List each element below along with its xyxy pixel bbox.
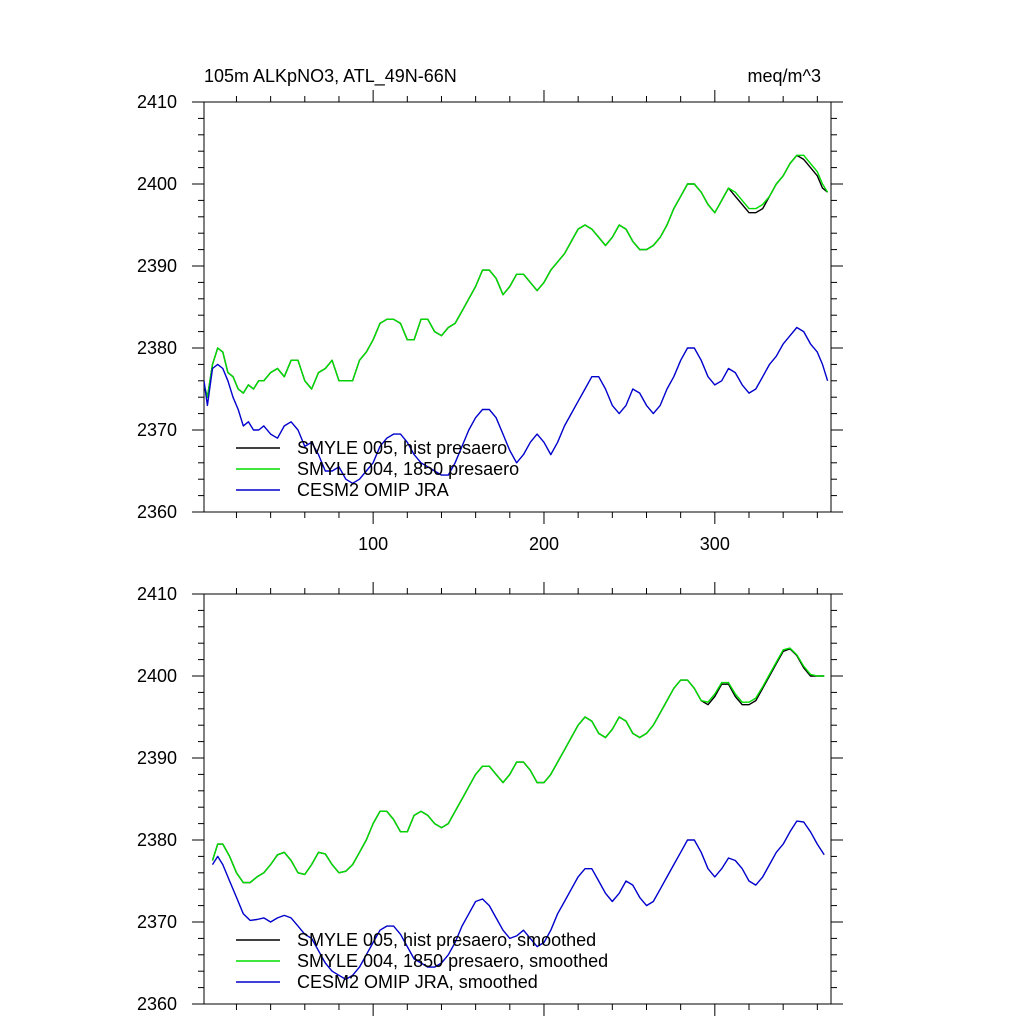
panel-top: 105m ALKpNO3, ATL_49N-66N meq/m^3 100 200… [137, 66, 843, 554]
panel-title-left: 105m ALKpNO3, ATL_49N-66N [204, 66, 457, 87]
series-line [204, 154, 829, 398]
plot-area-border [203, 593, 832, 1005]
y-tick-label: 2380 [137, 830, 177, 850]
panel-bottom: 2360 2370 2380 2390 2400 2410 SMYLE 005, hist… [137, 582, 843, 1016]
plot-frame: 100 200 300 2360 2370 2380 2390 2400 2410 [137, 90, 843, 554]
series-line [211, 820, 825, 981]
legend-label: CESM2 OMIP JRA, smoothed [297, 972, 538, 992]
legend-label: SMYLE 005, hist presaero, smoothed [297, 930, 596, 950]
series-lines [211, 647, 825, 981]
y-tick-label: 2400 [137, 174, 177, 194]
legend-label: SMYLE 005, hist presaero [297, 438, 507, 458]
y-tick-label: 2410 [137, 92, 177, 112]
series-line [204, 326, 829, 484]
y-tick-label: 2390 [137, 256, 177, 276]
legend-label: CESM2 OMIP JRA [297, 480, 449, 500]
series-line [211, 648, 825, 884]
y-tick-label: 2400 [137, 666, 177, 686]
x-tick-label: 200 [529, 534, 559, 554]
legend-label: SMYLE 004, 1850 presaero [297, 459, 519, 479]
y-tick-label: 2360 [137, 502, 177, 522]
x-tick-label: 300 [700, 534, 730, 554]
y-tick-label: 2410 [137, 584, 177, 604]
plot-frame: 2360 2370 2380 2390 2400 2410 [137, 582, 843, 1016]
plot-area-border [203, 101, 832, 513]
legend-label: SMYLE 004, 1850 presaero, smoothed [297, 951, 608, 971]
series-line [211, 647, 825, 884]
y-tick-label: 2390 [137, 748, 177, 768]
panel-title-right: meq/m^3 [748, 66, 821, 86]
legend: SMYLE 005, hist presaero, smoothedSMYLE … [236, 930, 608, 992]
y-tick-label: 2370 [137, 912, 177, 932]
series-lines [204, 154, 829, 484]
x-tick-label: 100 [358, 534, 388, 554]
y-tick-label: 2380 [137, 338, 177, 358]
y-tick-label: 2370 [137, 420, 177, 440]
y-tick-label: 2360 [137, 994, 177, 1014]
